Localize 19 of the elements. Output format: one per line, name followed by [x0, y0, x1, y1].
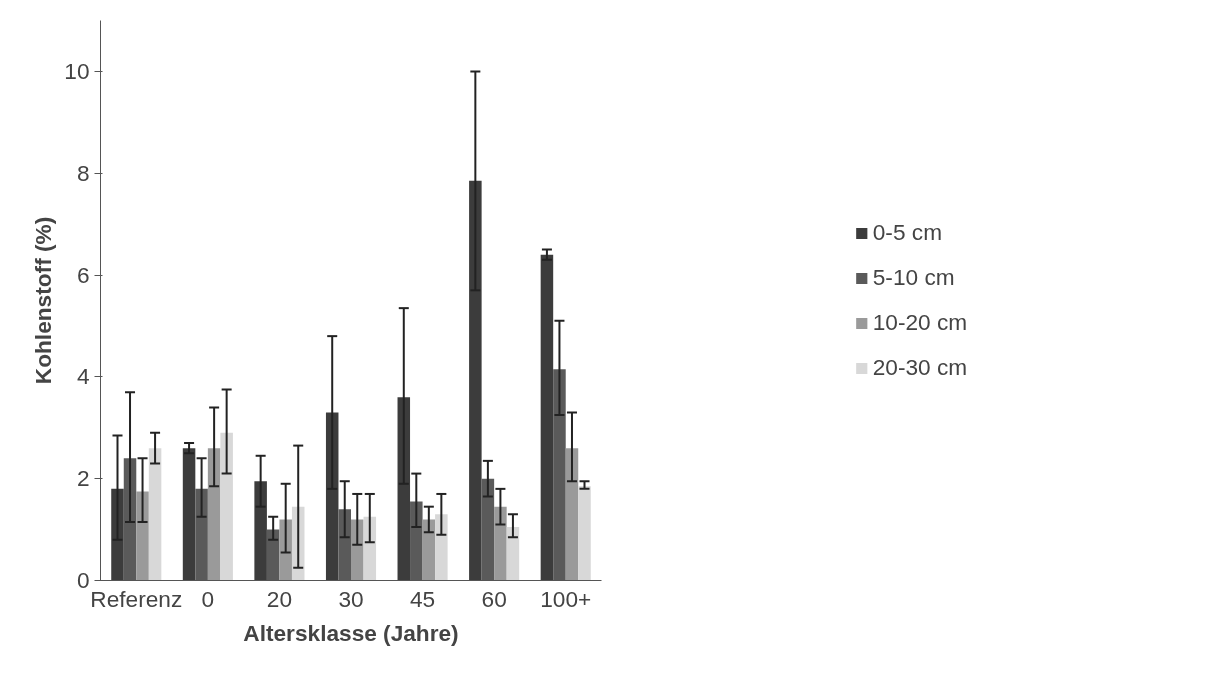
y-tick-label: 8: [76, 159, 90, 186]
legend-label: 0-5 cm: [872, 219, 943, 246]
y-tick-label: 6: [76, 261, 90, 288]
x-axis-title: Altersklasse (Jahre): [243, 619, 459, 646]
x-tick-label: 60: [481, 585, 507, 612]
y-axis-title: Kohlenstoff (%): [30, 216, 57, 385]
legend-label: 10-20 cm: [872, 309, 968, 336]
legend-label: 20-30 cm: [872, 354, 968, 381]
x-tick-label: 100+: [540, 585, 592, 612]
x-tick-label: Referenz: [90, 585, 183, 612]
y-tick-label: 0: [76, 567, 90, 593]
y-tick-label: 4: [76, 363, 90, 390]
x-tick-label: 45: [409, 585, 436, 612]
x-tick-label: 20: [266, 585, 293, 612]
x-tick-label: 0: [201, 585, 215, 612]
legend-label: 5-10 cm: [872, 264, 955, 291]
y-tick-label: 2: [76, 465, 90, 492]
x-tick-label: 30: [338, 585, 364, 612]
y-tick-label: 10: [64, 57, 90, 84]
